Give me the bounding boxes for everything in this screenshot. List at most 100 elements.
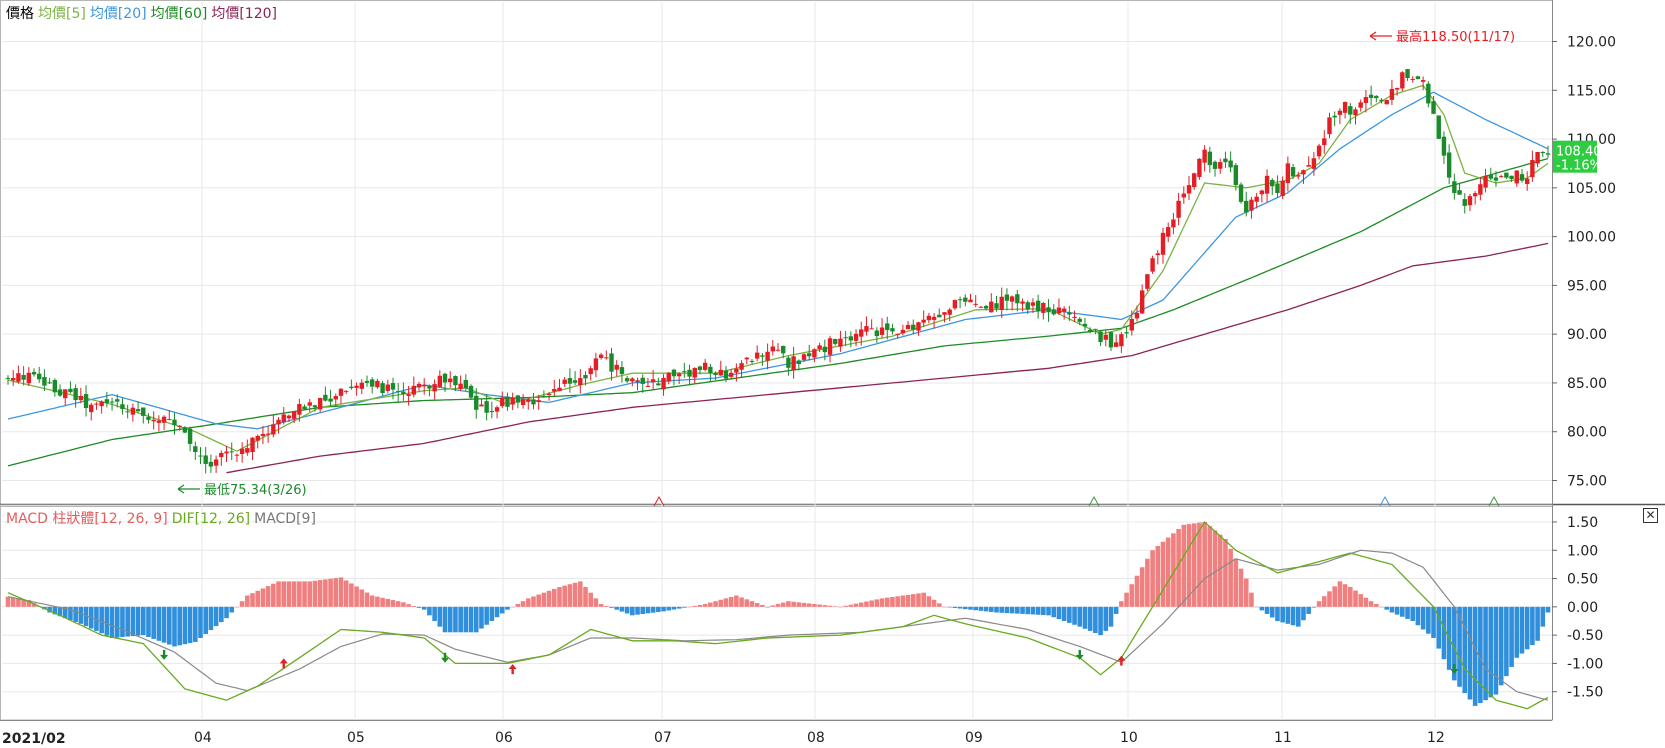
date-axis: 04 05 06 07 08 09 10 11 12 2021/02 bbox=[2, 730, 1445, 747]
candle-body bbox=[489, 411, 495, 413]
candle-body bbox=[42, 377, 47, 386]
candle-body bbox=[1405, 69, 1410, 78]
histogram-bar bbox=[531, 596, 536, 607]
candle-body bbox=[630, 378, 635, 382]
candle-body bbox=[775, 349, 781, 351]
candle-body bbox=[1306, 165, 1311, 167]
histogram-bar bbox=[1191, 523, 1197, 607]
candle-body bbox=[1285, 163, 1291, 184]
candle-body bbox=[99, 401, 104, 407]
candle-body bbox=[1452, 181, 1457, 194]
histogram-bar bbox=[609, 606, 614, 608]
candle-body bbox=[1093, 328, 1098, 330]
histogram-bar bbox=[879, 598, 885, 607]
candle-body bbox=[1530, 160, 1535, 178]
candle-body bbox=[739, 363, 744, 370]
histogram-bar bbox=[905, 594, 911, 607]
candle-body bbox=[994, 303, 999, 309]
candle-body bbox=[635, 380, 640, 383]
histogram-bar bbox=[1472, 606, 1478, 706]
candle-body bbox=[1275, 183, 1280, 194]
histogram-bar bbox=[1394, 606, 1400, 615]
candle-body bbox=[57, 389, 63, 396]
histogram-bar bbox=[1129, 584, 1135, 607]
candle-body bbox=[1181, 193, 1187, 198]
candle-body bbox=[1488, 175, 1493, 179]
candle-body bbox=[640, 377, 645, 384]
candle-body bbox=[1207, 151, 1213, 166]
histogram-bar bbox=[1176, 529, 1181, 607]
candle-body bbox=[1384, 100, 1389, 105]
candle-body bbox=[593, 358, 599, 371]
histogram-bar bbox=[936, 603, 942, 607]
histogram-bar bbox=[1212, 530, 1218, 607]
histogram-bar bbox=[1358, 594, 1364, 607]
histogram-bar bbox=[1202, 521, 1207, 607]
candle-body bbox=[47, 382, 52, 384]
candle-body bbox=[619, 367, 625, 374]
histogram-bar bbox=[520, 601, 526, 607]
histogram-bar bbox=[635, 606, 640, 615]
candle-body bbox=[11, 377, 16, 381]
price-tick-label: 100.00 bbox=[1567, 230, 1616, 246]
month-label: 06 bbox=[495, 730, 513, 746]
candle-body bbox=[1166, 227, 1171, 237]
histogram-bar bbox=[510, 606, 515, 608]
candle-body bbox=[1290, 167, 1296, 177]
histogram-bar bbox=[1113, 606, 1119, 614]
histogram-bar bbox=[780, 602, 786, 607]
histogram-bar bbox=[307, 581, 313, 607]
histogram-bar bbox=[1519, 606, 1525, 654]
histogram-bar bbox=[1504, 606, 1509, 677]
candle-body bbox=[307, 402, 312, 406]
histogram-bar bbox=[744, 599, 750, 607]
candle-body bbox=[359, 382, 364, 389]
candle-body bbox=[578, 378, 583, 385]
histogram-bar bbox=[328, 578, 333, 607]
histogram-bar bbox=[343, 580, 349, 607]
candle-body bbox=[369, 379, 375, 387]
low-price-note: 最低75.34(3/26) bbox=[204, 483, 307, 498]
histogram-bar bbox=[734, 595, 739, 607]
candle-body bbox=[853, 333, 859, 341]
candlesticks bbox=[5, 68, 1551, 474]
candle-body bbox=[161, 416, 167, 423]
candle-body bbox=[1155, 253, 1160, 256]
histogram-bar bbox=[359, 589, 365, 607]
sell-signal-icon bbox=[1075, 649, 1084, 660]
candle-body bbox=[1035, 300, 1041, 312]
histogram-bar bbox=[1498, 606, 1504, 686]
candle-body bbox=[572, 380, 578, 383]
candle-body bbox=[172, 419, 177, 426]
candle-body bbox=[437, 375, 443, 387]
candle-body bbox=[1202, 149, 1207, 163]
histogram-bar bbox=[286, 581, 292, 607]
histogram-bar bbox=[630, 606, 635, 616]
histogram-bar bbox=[151, 606, 156, 639]
candle-body bbox=[650, 379, 656, 383]
close-panel-button[interactable]: ✕ bbox=[1643, 508, 1658, 523]
price-tick-label: 75.00 bbox=[1567, 473, 1607, 489]
candle-body bbox=[931, 316, 937, 320]
histogram-bar bbox=[832, 606, 838, 607]
candle-body bbox=[224, 451, 229, 454]
candle-body bbox=[198, 455, 203, 457]
histogram-bar bbox=[234, 606, 240, 608]
histogram-bar bbox=[172, 606, 177, 647]
start-date-label: 2021/02 bbox=[2, 731, 66, 747]
histogram-bar bbox=[1181, 524, 1187, 607]
candle-body bbox=[255, 435, 260, 441]
event-marker-icon bbox=[1379, 495, 1391, 507]
price-tick-label: 95.00 bbox=[1567, 278, 1607, 294]
candle-body bbox=[786, 357, 791, 368]
macd-lines bbox=[7, 520, 1549, 710]
candle-body bbox=[1457, 190, 1462, 195]
candle-body bbox=[130, 407, 136, 415]
histogram-bar bbox=[973, 606, 979, 611]
candle-body bbox=[1254, 196, 1259, 202]
histogram-bar bbox=[1379, 606, 1384, 608]
histogram-bar bbox=[1415, 606, 1421, 626]
histogram-bar bbox=[645, 606, 651, 614]
histogram-bar bbox=[713, 601, 718, 607]
